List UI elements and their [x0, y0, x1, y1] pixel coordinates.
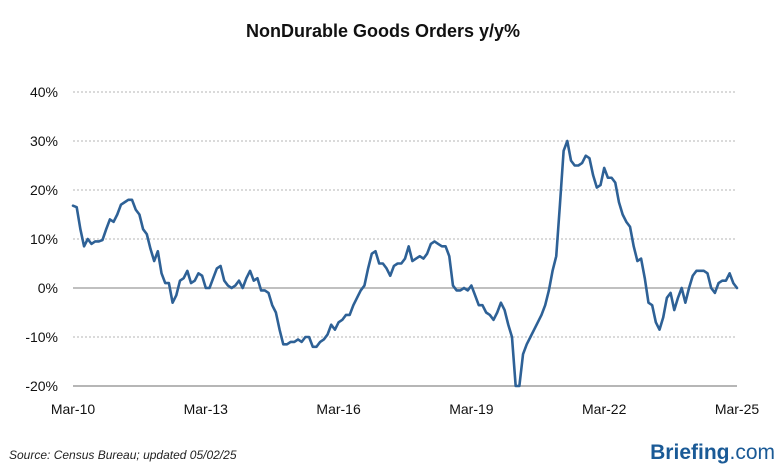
gridlines — [73, 91, 737, 338]
x-tick-labels: Mar-10 Mar-13 Mar-16 Mar-19 Mar-22 Mar-25 — [51, 401, 760, 417]
x-tick-label: Mar-22 — [582, 401, 627, 417]
source-note: Source: Census Bureau; updated 05/02/25 — [9, 448, 237, 462]
y-tick-label: -20% — [25, 378, 58, 394]
x-tick-label: Mar-19 — [449, 401, 494, 417]
y-tick-label: -10% — [25, 329, 58, 345]
y-tick-labels: 40% 30% 20% 10% 0% -10% -20% — [25, 84, 58, 394]
y-tick-label: 0% — [38, 280, 58, 296]
brand-main: Briefing — [650, 441, 729, 464]
series-layer — [71, 139, 739, 388]
y-tick-label: 40% — [30, 84, 58, 100]
chart-title: NonDurable Goods Orders y/y% — [246, 21, 520, 41]
series-line — [71, 139, 739, 388]
brand-tld: .com — [729, 441, 775, 464]
x-tick-label: Mar-13 — [184, 401, 229, 417]
x-tick-label: Mar-16 — [316, 401, 361, 417]
briefing-logo: Briefing.com — [650, 441, 775, 464]
y-tick-label: 20% — [30, 182, 58, 198]
x-tick-label: Mar-10 — [51, 401, 96, 417]
y-tick-label: 30% — [30, 133, 58, 149]
y-tick-label: 10% — [30, 231, 58, 247]
x-tick-label: Mar-25 — [715, 401, 760, 417]
